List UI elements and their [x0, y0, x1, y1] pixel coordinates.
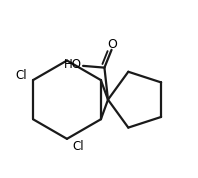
- Text: Cl: Cl: [16, 69, 27, 82]
- Text: O: O: [107, 38, 117, 51]
- Text: HO: HO: [64, 58, 82, 72]
- Text: Cl: Cl: [73, 140, 84, 153]
